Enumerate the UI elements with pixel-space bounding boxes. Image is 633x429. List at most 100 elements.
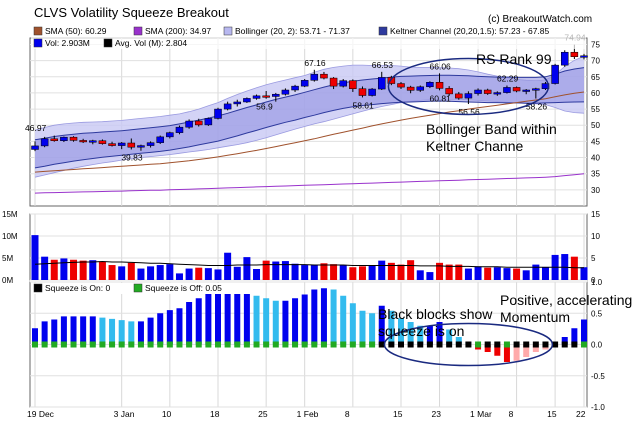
x-axis: 19 Dec 3 Jan 10 18 25 1 Feb 8 15 23 1 Mar 8 15 22	[27, 409, 586, 419]
volume-bar	[339, 265, 347, 280]
volume-bar	[79, 260, 87, 280]
volume-bar	[368, 265, 376, 280]
momentum-bar	[263, 298, 270, 345]
candle	[117, 142, 126, 146]
sma200-line	[34, 173, 585, 194]
volume-bar	[175, 273, 183, 280]
candle	[397, 83, 405, 88]
volume-bar	[445, 264, 453, 280]
price-legend-box	[31, 25, 586, 49]
momentum-bar	[243, 289, 250, 345]
squeeze-dot	[426, 341, 433, 348]
squeeze-dot	[234, 341, 241, 348]
price-tick-label: 45	[591, 137, 600, 146]
volume-bar	[89, 260, 97, 280]
candle	[455, 93, 463, 99]
momentum-bar	[320, 288, 327, 345]
volume-bar	[407, 260, 415, 280]
x-tick-label: 1 Mar	[470, 409, 492, 419]
momentum-bar	[378, 305, 385, 345]
volume-bar	[378, 260, 386, 280]
momentum-bar	[51, 319, 58, 345]
momentum-bar	[446, 329, 453, 345]
candle	[329, 77, 338, 87]
squeeze-dot	[465, 341, 472, 348]
candle	[127, 142, 136, 148]
candle	[98, 140, 107, 144]
squeeze-dots-ellipse	[383, 322, 554, 367]
squeeze-dot	[243, 341, 250, 348]
candle	[320, 73, 328, 79]
candle	[416, 86, 425, 91]
candle	[310, 73, 319, 81]
price-label: 58.26	[526, 102, 548, 112]
candle	[40, 138, 49, 147]
volume-tick-label: 5M	[2, 254, 13, 263]
volume-bar	[60, 258, 68, 280]
volume-bar	[455, 264, 463, 280]
price-label: 60.81	[430, 93, 452, 103]
squeeze-dot	[51, 341, 58, 348]
squeeze-dot	[99, 341, 106, 348]
volume-tick-label-right: 15	[591, 210, 600, 219]
candle	[522, 89, 530, 92]
momentum-bar	[253, 295, 260, 345]
legend-label: Avg. Vol (M): 2.804	[115, 38, 187, 48]
volume-bar	[310, 264, 318, 280]
volume-bar	[70, 259, 78, 280]
momentum-bar	[503, 344, 510, 362]
momentum-bar	[359, 310, 366, 345]
x-tick-label: 8	[509, 409, 514, 419]
squeeze-dot	[542, 341, 549, 348]
x-tick-label: 8	[345, 409, 350, 419]
volume-bar	[349, 267, 357, 280]
momentum-bar	[292, 298, 299, 345]
squeeze-dot	[417, 341, 424, 348]
candle	[493, 92, 502, 95]
squeeze-dot	[32, 341, 38, 348]
candle	[435, 82, 444, 89]
volume-bar	[291, 263, 299, 280]
legend-label: SMA (200): 34.97	[145, 26, 211, 36]
squeeze-dot	[398, 341, 404, 348]
candle	[532, 88, 540, 91]
candle	[50, 138, 59, 141]
price-label: 58.61	[352, 100, 374, 110]
volume-bar	[262, 260, 270, 280]
squeeze-dot	[89, 341, 96, 348]
momentum-bar	[340, 295, 347, 345]
price-tick-label: 70	[591, 57, 600, 66]
momentum-bar	[224, 290, 231, 345]
candle	[377, 77, 386, 90]
volume-bar	[493, 267, 501, 280]
momentum-bar	[532, 344, 539, 352]
candle	[570, 51, 579, 57]
candle	[194, 120, 203, 126]
candle	[349, 80, 357, 89]
momentum-bar	[484, 344, 491, 352]
squeeze-dot	[552, 341, 559, 348]
x-tick-label: 18	[210, 409, 220, 419]
volume-bar	[243, 257, 251, 280]
momentum-bar	[157, 313, 164, 345]
price-tick-label: 65	[591, 73, 600, 82]
volume-bar	[127, 262, 135, 280]
momentum-bar	[426, 325, 433, 345]
squeeze-dot	[215, 341, 221, 348]
momentum-bar	[215, 290, 221, 345]
momentum-bar	[388, 310, 395, 345]
volume-bar	[358, 266, 366, 280]
momentum-tick-label: 1.0	[591, 278, 603, 287]
squeeze-dot	[224, 341, 231, 348]
black-blocks-note: Black blocks show squeeze is on	[378, 306, 493, 339]
candle	[204, 118, 213, 126]
volume-tick-label: 0M	[2, 276, 13, 285]
candle	[214, 108, 222, 119]
volume-bar	[214, 269, 222, 280]
squeeze-dot	[378, 341, 385, 348]
momentum-bar	[128, 321, 135, 345]
squeeze-dot	[446, 341, 453, 348]
volume-bar	[387, 262, 395, 280]
candle	[272, 93, 280, 97]
